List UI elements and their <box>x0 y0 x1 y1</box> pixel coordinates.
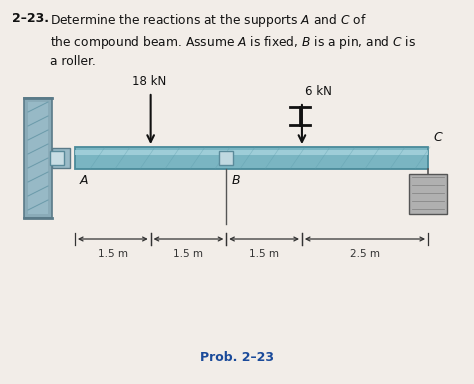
Text: Determine the reactions at the supports $A$ and $C$ of
the compound beam. Assume: Determine the reactions at the supports … <box>50 12 416 68</box>
Text: A: A <box>80 174 89 187</box>
Text: 2–23.: 2–23. <box>12 12 49 25</box>
Text: 1.5 m: 1.5 m <box>173 249 203 259</box>
Bar <box>24 98 52 218</box>
Bar <box>75 147 428 169</box>
Text: 1.5 m: 1.5 m <box>249 249 279 259</box>
Bar <box>219 151 233 165</box>
Bar <box>409 174 447 214</box>
Bar <box>28 102 48 214</box>
Text: 2.5 m: 2.5 m <box>350 249 380 259</box>
Text: 18 kN: 18 kN <box>131 75 166 88</box>
Bar <box>75 150 428 155</box>
Text: Prob. 2–23: Prob. 2–23 <box>200 351 274 364</box>
Text: B: B <box>231 174 240 187</box>
Text: C: C <box>433 131 442 144</box>
Text: 1.5 m: 1.5 m <box>98 249 128 259</box>
Bar <box>50 151 64 165</box>
Text: 6 kN: 6 kN <box>305 85 332 98</box>
Bar <box>52 148 70 168</box>
